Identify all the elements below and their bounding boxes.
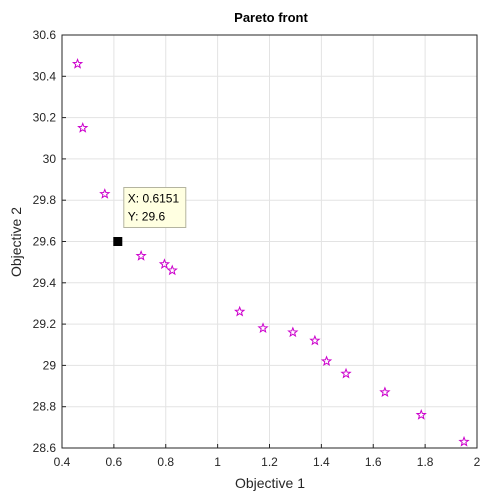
y-tick-label: 28.8: [33, 400, 57, 414]
data-point-star: [320, 355, 333, 367]
data-point-star: [340, 367, 352, 379]
data-point-star: [458, 435, 470, 447]
data-tip[interactable]: X: 0.6151 Y: 29.6: [113, 187, 187, 247]
y-tick-label: 29.8: [33, 193, 57, 207]
x-tick-label: 1.6: [365, 455, 382, 469]
x-tick-label: 2: [474, 455, 481, 469]
chart-title: Pareto front: [234, 10, 308, 25]
x-tick-label: 1.2: [261, 455, 278, 469]
y-tick-label: 28.6: [33, 441, 57, 455]
y-tick-label: 29.2: [33, 317, 57, 331]
data-point-star: [309, 334, 321, 346]
data-point-star: [135, 250, 147, 261]
data-point-star: [77, 122, 89, 133]
data-point-star: [234, 305, 246, 317]
datatip-x-text: X: 0.6151: [128, 192, 180, 206]
data-point-star: [287, 326, 299, 338]
y-tick-label: 29.4: [33, 276, 57, 290]
x-tick-labels: 0.4 0.6 0.8 1 1.2 1.4 1.6 1.8 2: [54, 455, 481, 469]
x-tick-label: 0.6: [106, 455, 123, 469]
x-tick-label: 0.8: [157, 455, 174, 469]
y-axis-label: Objective 2: [8, 207, 24, 277]
data-point-star: [257, 322, 269, 334]
datatip-box: [123, 187, 187, 228]
x-tick-label: 1.8: [417, 455, 434, 469]
data-point-star: [158, 258, 171, 270]
y-tick-label: 29: [43, 358, 57, 372]
y-tick-label: 30.4: [33, 69, 57, 83]
y-tick-label: 30.2: [33, 111, 57, 125]
datatip-y-text: Y: 29.6: [128, 210, 166, 224]
x-axis-label: Objective 1: [235, 475, 305, 491]
data-point-star: [415, 409, 427, 420]
data-point-star: [71, 57, 84, 69]
y-tick-label: 30: [43, 152, 57, 166]
data-point-star: [99, 188, 111, 199]
data-point-star: [379, 386, 391, 398]
grid: [61, 34, 478, 449]
x-tick-label: 1.4: [313, 455, 330, 469]
data-points: [71, 57, 470, 447]
datatip-marker[interactable]: [113, 237, 123, 246]
x-tick-label: 0.4: [54, 455, 71, 469]
y-tick-labels: 28.6 28.8 29 29.2 29.4 29.6 29.8 30 30.2 30.4 30.6: [33, 28, 57, 455]
x-tick-label: 1: [214, 455, 221, 469]
data-point-star: [166, 264, 178, 276]
y-tick-label: 30.6: [33, 28, 57, 42]
plot-frame: [61, 34, 478, 449]
y-tick-label: 29.6: [33, 235, 57, 249]
